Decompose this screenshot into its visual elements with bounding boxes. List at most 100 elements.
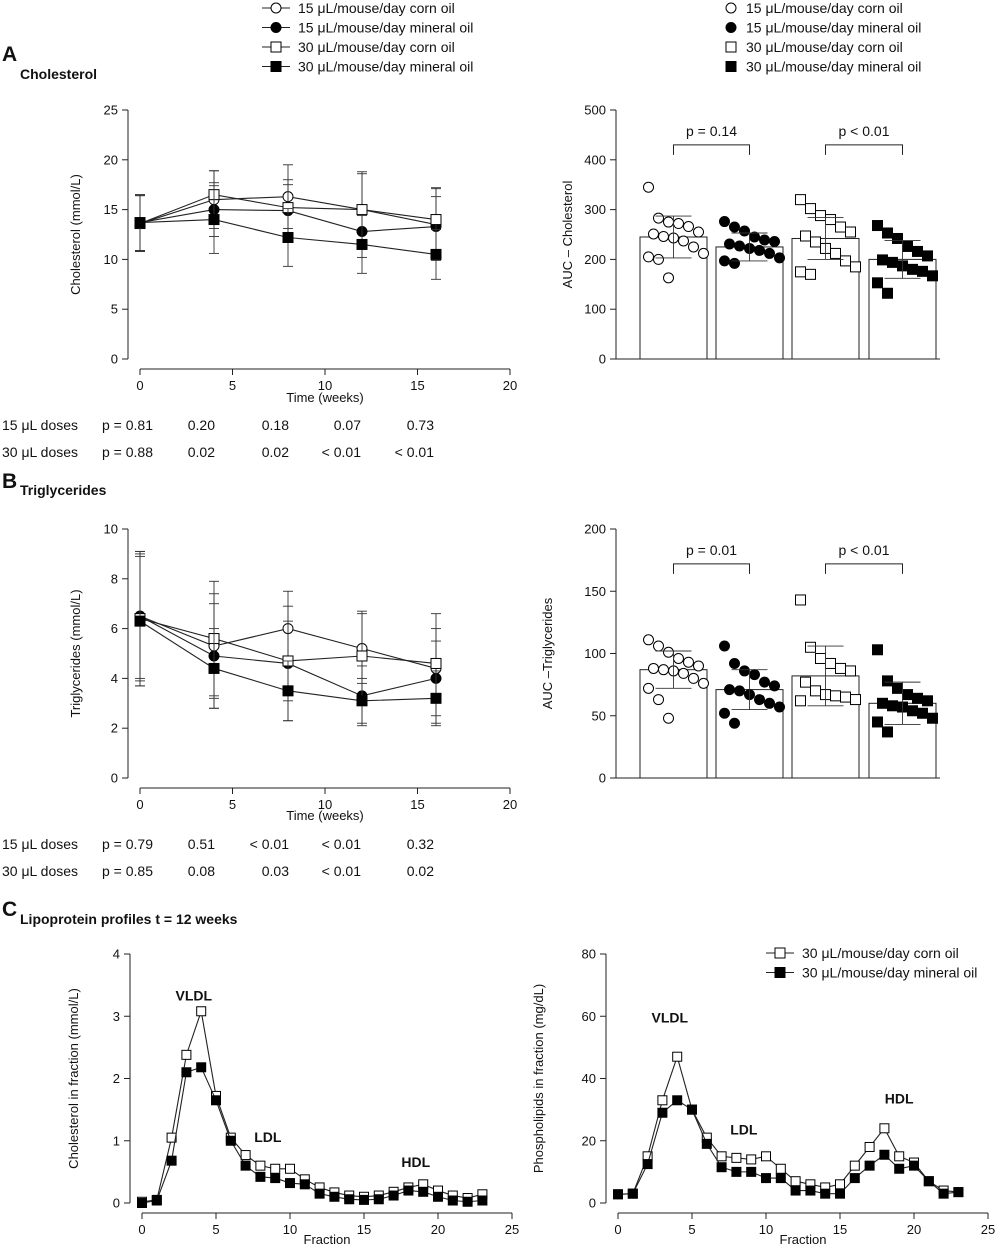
data-point [731,1166,742,1177]
data-point [724,238,735,250]
data-point [872,716,883,728]
legend-label: 30 μL/mouse/day mineral oil [802,965,977,981]
data-point [134,615,146,627]
data-point [701,1138,712,1149]
data-point [388,1190,399,1201]
data-point [282,231,294,243]
data-point [657,1107,668,1118]
data-point [255,1171,266,1182]
chart-auc-triglycerides: 0 50 100 150 200 AUC –Triglycerides p = 0.01 p … [540,522,940,786]
data-point [907,263,918,275]
data-point [830,690,841,702]
data-point [208,214,220,226]
data-point [329,1191,340,1202]
data-point [805,268,816,280]
y-axis-title: Cholesterol in fraction (mmol/L) [66,988,81,1169]
legend-marker [270,41,282,53]
y-tick-label: 0 [589,1196,596,1211]
x-tick-label: 15 [410,797,424,812]
data-point [430,692,442,704]
bar-group-0 [639,181,709,360]
bracket-line [825,144,903,155]
pvalue-table-triglycerides: 15 μL doses p = 0.79 0.51 < 0.01 < 0.01 0.32 3… [2,836,434,879]
legend-label: 15 μL/mouse/day corn oil [298,0,455,16]
data-point [683,656,694,668]
y-tick-label: 0 [599,352,606,367]
x-tick-label: 0 [138,1222,145,1237]
data-point [850,261,861,273]
pvalue-row-label: 15 μL doses [2,836,78,852]
pvalue-cell: p = 0.79 [102,836,153,852]
bar-group-0 [639,634,709,779]
data-point [356,204,368,216]
pvalue-cell: 0.03 [262,863,289,879]
comparison-label: p = 0.14 [686,123,737,139]
y-axis-title: Cholesterol (mmol/L) [68,174,83,295]
data-point [693,660,704,672]
pvalue-cell: 0.32 [407,836,434,852]
x-tick-label: 20 [907,1222,921,1237]
y-tick-label: 40 [582,1071,596,1086]
data-point [761,1151,771,1162]
pvalue-cell: 0.07 [334,417,361,433]
data-point [872,644,883,656]
legend-label: 30 μL/mouse/day mineral oil [298,59,473,75]
legend-label: 30 μL/mouse/day corn oil [746,39,903,55]
data-point [240,1160,251,1171]
legend-label: 30 μL/mouse/day corn oil [298,39,455,55]
y-tick-label: 8 [111,571,118,586]
pvalue-cell: 0.08 [188,863,215,879]
data-point [864,1141,875,1152]
legend-entry: 30 μL/mouse/day mineral oil [766,965,977,981]
data-point [894,1163,905,1174]
data-point [864,1160,875,1171]
data-point [774,252,785,264]
data-point [917,265,928,277]
annotation-vldl: VLDL [652,1009,689,1025]
legend-marker [725,41,737,53]
data-point [196,1062,207,1073]
pvalue-row-label: 30 μL doses [2,863,78,879]
data-point [282,685,294,697]
bar-group-3 [868,220,938,360]
data-point [882,287,893,299]
data-point [137,1198,147,1208]
pvalue-cell: < 0.01 [395,444,435,460]
data-point [887,256,898,268]
x-tick-label: 0 [136,797,143,812]
data-point [909,1160,919,1171]
data-point [795,594,806,606]
chart-phospholipids-fraction: 0 20 40 60 80 Phospholipids in fraction (mg/d… [531,947,995,1248]
data-point [643,181,654,193]
data-point [673,652,684,664]
x-tick-label: 15 [833,1222,847,1237]
y-tick-label: 0 [113,1196,120,1211]
x-axis-title: Fraction [780,1232,827,1247]
data-point [877,697,888,709]
data-point [830,247,841,259]
data-point [653,253,664,265]
data-point [795,695,806,707]
data-point [800,230,811,242]
data-point [882,726,893,738]
bracket-line [673,563,750,574]
data-point [657,1095,668,1106]
y-tick-label: 25 [104,103,118,118]
pvalue-cell: 0.20 [188,417,215,433]
pvalue-cell: < 0.01 [322,863,362,879]
data-point [840,255,851,267]
data-point [716,1162,727,1173]
chart-cholesterol-time: 0 5 10 15 20 25 Cholesterol (mmol/L) 0 5 10 15 20 Ti… [68,103,517,406]
data-point [719,216,730,228]
comparison-bracket: p = 0.14 [673,123,750,155]
data-point [746,1166,757,1177]
y-tick-label: 200 [584,252,606,267]
data-point [166,1155,177,1166]
data-point [907,705,918,717]
series-1 [137,1062,488,1208]
data-point [678,667,689,679]
x-tick-label: 5 [229,378,236,393]
data-point [849,1173,860,1184]
x-tick-label: 10 [318,797,332,812]
